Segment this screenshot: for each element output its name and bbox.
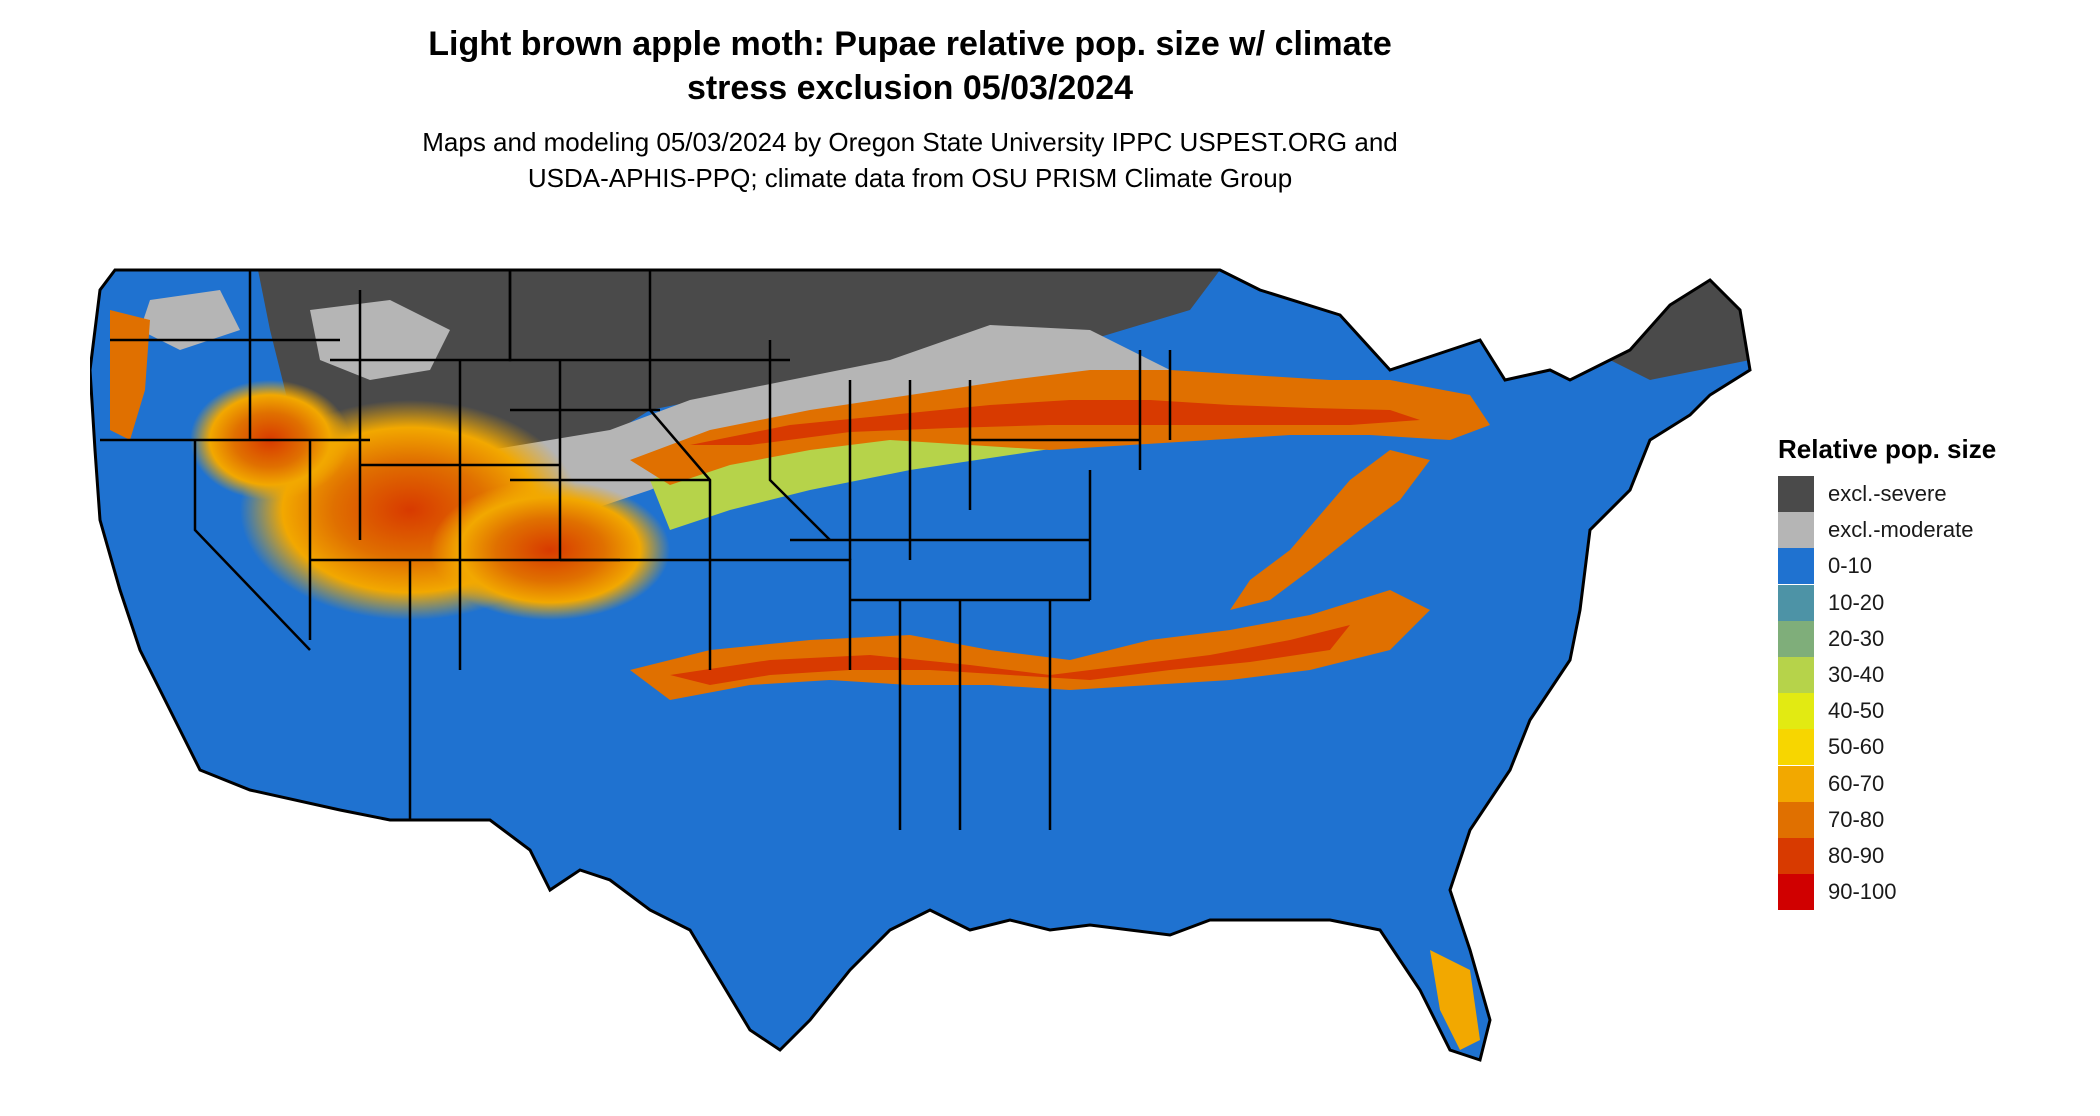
legend-swatch (1778, 874, 1814, 911)
legend-label: excl.-moderate (1828, 517, 1974, 543)
map-fill (90, 270, 1750, 1060)
legend-title: Relative pop. size (1778, 434, 1997, 464)
map-subtitle: Maps and modeling 05/03/2024 by Oregon S… (290, 124, 1530, 196)
legend-swatch (1778, 801, 1814, 838)
zone-60-70-florida (1430, 950, 1480, 1050)
legend-swatch (1778, 693, 1814, 730)
legend-item-excl-moderate: excl.-moderate (1778, 512, 2078, 549)
legend-item-70-80: 70-80 (1778, 801, 2078, 838)
legend-swatch (1778, 657, 1814, 694)
legend-label: 50-60 (1828, 734, 1885, 760)
title-line-1: Light brown apple moth: Pupae relative p… (428, 25, 1392, 63)
legend-swatch (1778, 476, 1814, 513)
legend-swatch (1778, 729, 1814, 766)
legend-swatch (1778, 837, 1814, 874)
border-ca-nv (193, 440, 311, 651)
subtitle-line-1: Maps and modeling 05/03/2024 by Oregon S… (422, 127, 1398, 157)
us-map-svg (90, 268, 1752, 1062)
zone-80-90-south (670, 625, 1350, 685)
legend-item-30-40: 30-40 (1778, 657, 2078, 694)
legend-swatch (1778, 512, 1814, 549)
border-wi-il (768, 340, 831, 541)
zone-mosaic-southwest (430, 480, 670, 620)
header: Light brown apple moth: Pupae relative p… (290, 22, 1530, 196)
legend-item-60-70: 60-70 (1778, 765, 2078, 802)
legend-label: 30-40 (1828, 662, 1885, 688)
map-title: Light brown apple moth: Pupae relative p… (290, 22, 1530, 110)
legend-swatch (1778, 620, 1814, 657)
legend-item-10-20: 10-20 (1778, 584, 2078, 621)
legend-item-excl-severe: excl.-severe (1778, 476, 2078, 513)
legend-items: excl.-severe excl.-moderate 0-10 10-20 2… (1778, 476, 2078, 911)
legend-label: 60-70 (1828, 770, 1885, 796)
zone-70-80-midwest (630, 370, 1490, 485)
legend-item-80-90: 80-90 (1778, 837, 2078, 874)
legend-item-20-30: 20-30 (1778, 620, 2078, 657)
title-line-2: stress exclusion 05/03/2024 (686, 69, 1134, 107)
legend-label: 70-80 (1828, 806, 1885, 832)
zone-70-80-south (630, 590, 1430, 700)
zone-70-80-appalachia (1230, 450, 1430, 610)
zone-80-90-midwest (690, 400, 1420, 445)
legend-swatch (1778, 548, 1814, 585)
legend-label: 80-90 (1828, 842, 1885, 868)
legend: Relative pop. size excl.-severe excl.-mo… (1778, 432, 2078, 911)
legend-label: 0-10 (1828, 553, 1873, 579)
legend-label: excl.-severe (1828, 481, 1947, 507)
zone-70-80-coast (110, 310, 150, 440)
legend-item-40-50: 40-50 (1778, 693, 2078, 730)
legend-label: 20-30 (1828, 625, 1885, 651)
legend-swatch (1778, 765, 1814, 802)
subtitle-line-2: USDA-APHIS-PPQ; climate data from OSU PR… (527, 163, 1293, 193)
us-map (90, 230, 1770, 1110)
legend-label: 90-100 (1828, 879, 1897, 905)
legend-label: 10-20 (1828, 589, 1885, 615)
border-nd-sd (508, 270, 650, 362)
legend-label: 40-50 (1828, 698, 1885, 724)
legend-item-50-60: 50-60 (1778, 729, 2078, 766)
legend-item-90-100: 90-100 (1778, 874, 2078, 911)
zone-excl-moderate-wa (140, 290, 240, 350)
state-boundaries (100, 270, 1172, 830)
legend-item-0-10: 0-10 (1778, 548, 2078, 585)
us-outline (90, 268, 1752, 1062)
legend-swatch (1778, 584, 1814, 621)
border-mn-ia-mo (648, 270, 712, 670)
